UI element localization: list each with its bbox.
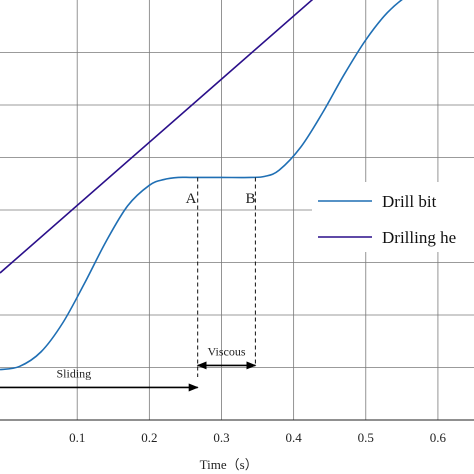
x-tick-label: 0.3 (213, 430, 229, 445)
x-tick-label: 0.1 (69, 430, 85, 445)
x-axis-label: Time（s） (200, 457, 258, 472)
point-label-a: A (186, 191, 197, 207)
legend-entry: Drill bit (382, 192, 437, 211)
series-line-drill-bit (0, 0, 403, 371)
arrow-label-sliding: Sliding (56, 366, 91, 380)
annotations: A B Sliding Viscous (0, 177, 257, 392)
series-lines (0, 0, 403, 371)
x-tick-label: 0.5 (358, 430, 374, 445)
x-tick-label: 0.2 (141, 430, 157, 445)
legend-entry: Drilling he (382, 228, 456, 247)
x-tick-label: 0.4 (286, 430, 303, 445)
legend-box (312, 182, 474, 252)
point-label-b: B (246, 191, 256, 207)
arrow-label-viscous: Viscous (208, 344, 246, 358)
legend: Drill bit Drilling he (312, 182, 474, 252)
x-tick-labels: 0.1 0.2 0.3 0.4 0.5 0.6 (69, 430, 446, 445)
series-line-drilling-head (0, 0, 314, 274)
x-tick-label: 0.6 (430, 430, 447, 445)
